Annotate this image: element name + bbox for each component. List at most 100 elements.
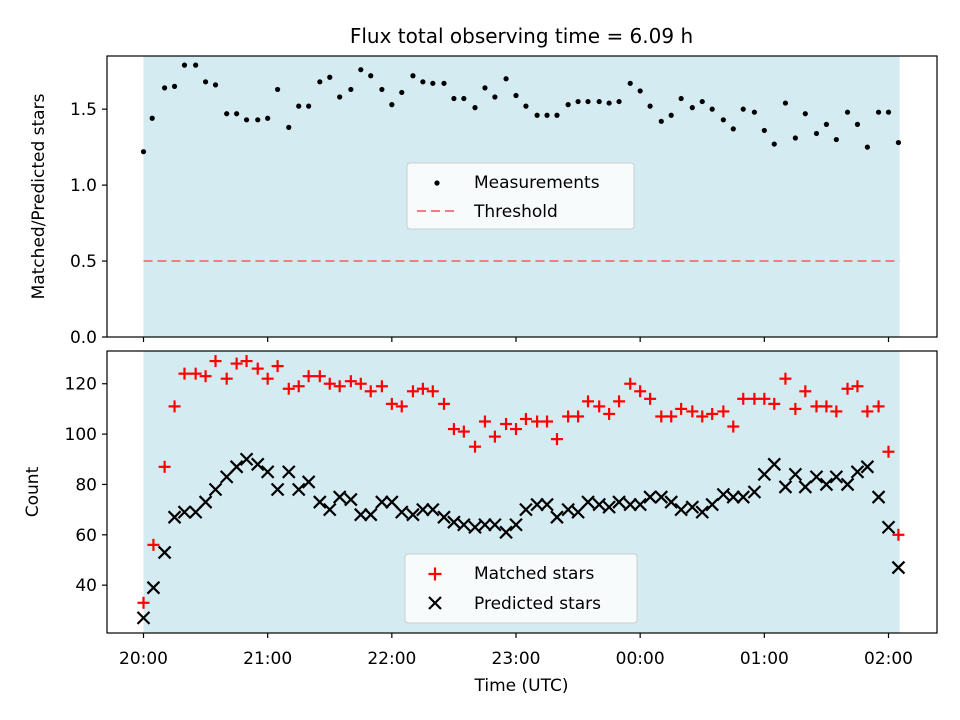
- predicted-star-point: [208, 482, 223, 497]
- predicted-star-point: [167, 510, 182, 524]
- matched-star-point: [240, 355, 253, 368]
- predicted-star-point: [478, 517, 492, 532]
- matched-star-point: [375, 380, 388, 393]
- measurement-point: [140, 149, 147, 155]
- matched-star-point: [147, 538, 160, 551]
- measurement-point: [782, 100, 789, 106]
- measurement-points: [140, 62, 902, 155]
- predicted-star-point: [468, 520, 482, 535]
- measurement-point: [492, 94, 498, 100]
- measurement-point: [243, 117, 250, 123]
- matched-star-point: [541, 415, 554, 428]
- measurement-point: [513, 92, 519, 99]
- measurement-point: [616, 98, 622, 105]
- measurement-point: [348, 86, 354, 93]
- bottom-x-tick-label: 22:00: [367, 649, 416, 669]
- matched-star-point: [189, 367, 202, 380]
- legend-matched-marker: [428, 567, 442, 581]
- predicted-star-point: [695, 505, 710, 519]
- bottom-y-tick-label: 120: [65, 375, 97, 395]
- measurement-point: [637, 88, 643, 94]
- top-legend: Measurements Threshold: [406, 162, 635, 230]
- predicted-star-point: [426, 502, 440, 517]
- matched-star-point: [354, 377, 367, 390]
- predicted-star-point: [643, 490, 657, 504]
- matched-star-point: [168, 400, 181, 413]
- legend-threshold-label: Threshold: [473, 202, 558, 222]
- predicted-star-point: [612, 495, 626, 509]
- measurement-point: [286, 124, 292, 130]
- matched-star-point: [488, 430, 501, 443]
- predicted-star-point: [550, 510, 564, 524]
- predicted-star-point: [229, 460, 244, 474]
- matched-star-point: [230, 357, 243, 370]
- bottom-x-tick-label: 01:00: [740, 649, 789, 669]
- measurement-point: [709, 106, 715, 112]
- matched-star-point: [789, 402, 802, 415]
- bottom-legend-box: [404, 553, 638, 624]
- predicted-star-point: [157, 545, 172, 560]
- matched-star-point: [613, 395, 626, 408]
- measurement-point: [451, 95, 457, 102]
- matched-star-points: [137, 355, 905, 609]
- predicted-star-point: [757, 467, 772, 482]
- predicted-star-point: [530, 497, 544, 512]
- matched-star-point: [706, 407, 719, 420]
- matched-star-point: [178, 367, 191, 380]
- measurement-point: [472, 105, 478, 111]
- measurement-point: [368, 73, 374, 79]
- matched-star-point: [841, 382, 854, 395]
- matched-star-point: [603, 407, 616, 420]
- measurement-point: [389, 102, 395, 108]
- matched-star-point: [271, 360, 284, 373]
- predicted-star-point: [571, 505, 585, 519]
- matched-star-point: [686, 405, 699, 418]
- predicted-star-point: [705, 497, 719, 512]
- predicted-star-point: [860, 460, 875, 474]
- measurement-point: [234, 111, 240, 117]
- measurement-point: [699, 98, 705, 105]
- measurement-point: [534, 112, 540, 118]
- bottom-x-tick-label: 02:00: [864, 649, 913, 669]
- measurement-point: [585, 98, 591, 105]
- matched-star-point: [199, 370, 212, 383]
- matched-star-point: [323, 377, 336, 390]
- matched-star-point: [364, 385, 377, 398]
- measurement-point: [864, 144, 870, 150]
- predicted-star-point: [437, 510, 451, 524]
- measurement-point: [523, 103, 529, 109]
- bottom-x-tick-label: 00:00: [616, 649, 665, 669]
- measurement-point: [854, 121, 861, 127]
- measurement-point: [565, 102, 571, 108]
- matched-star-point: [624, 377, 637, 390]
- predicted-star-points: [136, 452, 906, 625]
- top-y-tick-label: 0.5: [70, 252, 97, 272]
- matched-star-point: [717, 405, 730, 418]
- matched-star-point: [820, 400, 833, 413]
- measurement-point: [895, 139, 902, 146]
- matched-star-point: [220, 372, 233, 385]
- measurement-point: [554, 112, 560, 118]
- measurement-point: [833, 136, 839, 143]
- predicted-star-point: [363, 507, 378, 522]
- matched-star-point: [892, 528, 905, 541]
- measurement-point: [544, 112, 550, 118]
- predicted-star-point: [416, 502, 430, 517]
- measurement-point: [358, 67, 364, 73]
- measurement-point: [327, 74, 333, 80]
- matched-star-point: [500, 418, 513, 431]
- predicted-star-point: [767, 457, 782, 472]
- bottom-panel: 40 60 80 100 120 20:00 21:00 22:00 23:00 00:00 01…: [23, 350, 938, 696]
- predicted-star-point: [239, 452, 254, 467]
- matched-star-point: [872, 400, 885, 413]
- measurement-point: [606, 100, 612, 106]
- predicted-star-point: [592, 497, 606, 512]
- predicted-star-point: [581, 495, 595, 509]
- measurement-point: [689, 105, 695, 111]
- bottom-x-tick-label: 21:00: [243, 649, 292, 669]
- predicted-star-point: [788, 467, 803, 482]
- top-x-ticks: [142, 337, 890, 342]
- matched-star-point: [344, 375, 357, 388]
- matched-star-point: [478, 415, 491, 428]
- matched-star-point: [550, 433, 563, 446]
